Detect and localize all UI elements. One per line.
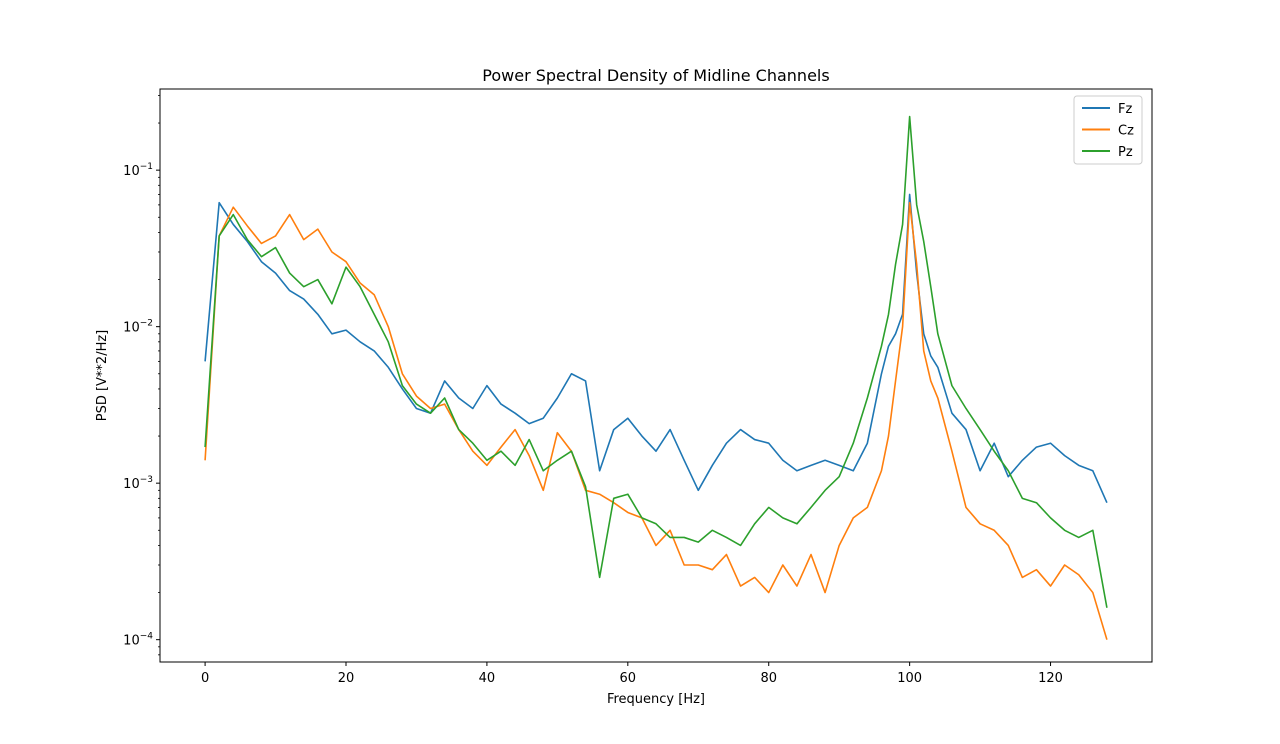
y-tick-exponent: −4 [140, 632, 154, 642]
chart-title: Power Spectral Density of Midline Channe… [482, 66, 829, 85]
x-tick-label: 80 [760, 671, 777, 686]
legend: Fz Cz Pz [1074, 96, 1142, 164]
legend-label-pz: Pz [1118, 145, 1133, 160]
y-tick-exponent: −3 [140, 475, 153, 485]
x-tick-label: 100 [897, 671, 922, 686]
y-tick-base: 10 [123, 164, 140, 179]
x-tick-label: 40 [479, 671, 496, 686]
y-tick-exponent: −1 [140, 162, 153, 172]
legend-label-cz: Cz [1118, 124, 1134, 139]
y-tick-exponent: −2 [140, 319, 153, 329]
y-axis-label: PSD [V**2/Hz] [95, 330, 110, 422]
x-tick-label: 60 [620, 671, 637, 686]
y-tick-base: 10 [123, 477, 140, 492]
y-tick-base: 10 [123, 634, 140, 649]
y-tick-base: 10 [123, 321, 140, 336]
x-tick-label: 20 [338, 671, 355, 686]
x-tick-label: 120 [1038, 671, 1063, 686]
x-axis-label: Frequency [Hz] [607, 692, 705, 707]
x-tick-label: 0 [201, 671, 209, 686]
legend-label-fz: Fz [1118, 102, 1132, 117]
